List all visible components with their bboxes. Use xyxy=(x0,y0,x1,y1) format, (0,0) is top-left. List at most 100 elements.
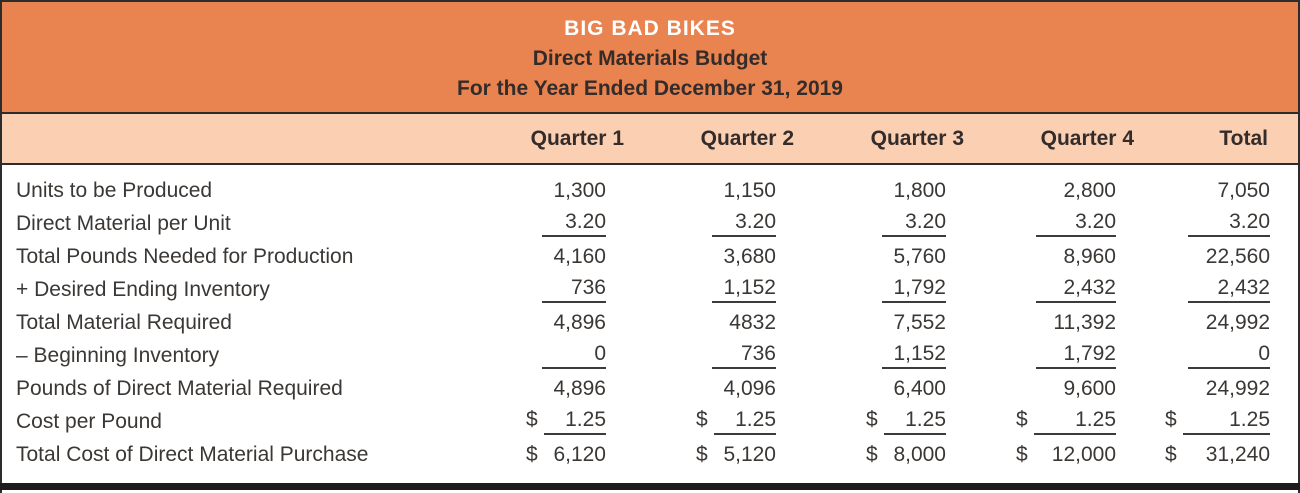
currency-symbol: $ xyxy=(866,442,878,466)
cell-quarter-3: 1,152 xyxy=(800,339,970,372)
currency-symbol: $ xyxy=(1016,408,1028,431)
cell-value: 1,150 xyxy=(723,178,776,202)
table-row: Units to be Produced 1,300 1,150 1,800 2… xyxy=(2,164,1298,207)
cell-value: 31,240 xyxy=(1205,442,1270,466)
cell-value: 8,960 xyxy=(1063,244,1116,268)
cell-value: 3.20 xyxy=(1036,210,1116,237)
cell-quarter-2: 4,096 xyxy=(630,372,800,405)
row-label: + Desired Ending Inventory xyxy=(16,277,270,301)
cell-quarter-4: 3.20 xyxy=(970,207,1140,240)
row-label: Direct Material per Unit xyxy=(16,211,231,235)
cell-value: 5,120 xyxy=(723,442,776,466)
cell-value: 24,992 xyxy=(1205,310,1270,334)
currency-symbol: $ xyxy=(526,408,538,431)
cell-value: 2,432 xyxy=(1188,276,1270,303)
cell-value: 0 xyxy=(542,342,606,369)
cell-total: 24,992 xyxy=(1140,372,1298,405)
cell-value: 1,152 xyxy=(712,276,776,303)
cell-quarter-4: 1,792 xyxy=(970,339,1140,372)
column-header-spacer xyxy=(2,114,458,165)
cell-value: 3.20 xyxy=(882,210,946,237)
row-label: Total Material Required xyxy=(16,310,232,334)
column-header-row: Quarter 1 Quarter 2 Quarter 3 Quarter 4 … xyxy=(2,114,1298,165)
cell-quarter-4: 2,800 xyxy=(970,164,1140,207)
cell-quarter-1: $1.25 xyxy=(458,405,630,438)
table-row: Total Material Required 4,896 4832 7,552… xyxy=(2,306,1298,339)
cell-value: 1.25 xyxy=(713,408,776,435)
cell-value: 11,392 xyxy=(1053,310,1116,334)
column-header-quarter-3: Quarter 3 xyxy=(800,114,970,165)
cell-quarter-1: 736 xyxy=(458,273,630,306)
cell-quarter-2: 3.20 xyxy=(630,207,800,240)
cell-value: 12,000 xyxy=(1051,442,1116,466)
cell-value: 3,680 xyxy=(723,244,776,268)
cell-total: 22,560 xyxy=(1140,240,1298,273)
cell-quarter-1: 3.20 xyxy=(458,207,630,240)
cell-value: 2,800 xyxy=(1063,178,1116,202)
table-row: + Desired Ending Inventory 736 1,152 1,7… xyxy=(2,273,1298,306)
table-body: Units to be Produced 1,300 1,150 1,800 2… xyxy=(2,164,1298,471)
cell-value: 1.25 xyxy=(1033,408,1116,435)
cell-total: 0 xyxy=(1140,339,1298,372)
cell-value: 3.20 xyxy=(542,210,606,237)
cell-value: 4,896 xyxy=(553,310,606,334)
cell-quarter-4: $12,000 xyxy=(970,438,1140,471)
cell-quarter-4: 2,432 xyxy=(970,273,1140,306)
table-row: Total Cost of Direct Material Purchase $… xyxy=(2,438,1298,471)
cell-value: 7,050 xyxy=(1217,178,1270,202)
cell-total: 24,992 xyxy=(1140,306,1298,339)
row-label: Total Cost of Direct Material Purchase xyxy=(16,442,369,466)
column-header-total: Total xyxy=(1140,114,1298,165)
cell-value: 2,432 xyxy=(1036,276,1116,303)
cell-quarter-2: 1,150 xyxy=(630,164,800,207)
table-row: Total Pounds Needed for Production 4,160… xyxy=(2,240,1298,273)
cell-quarter-4: 11,392 xyxy=(970,306,1140,339)
currency-symbol: $ xyxy=(1165,442,1177,466)
currency-symbol: $ xyxy=(1165,408,1177,431)
currency-symbol: $ xyxy=(1016,442,1028,466)
cell-value: 1.25 xyxy=(1182,408,1270,435)
cell-value: 736 xyxy=(712,342,776,369)
row-label: – Beginning Inventory xyxy=(16,343,220,367)
cell-quarter-3: $1.25 xyxy=(800,405,970,438)
cell-quarter-3: 7,552 xyxy=(800,306,970,339)
column-header-quarter-4: Quarter 4 xyxy=(970,114,1140,165)
cell-value: 4,160 xyxy=(553,244,606,268)
currency-symbol: $ xyxy=(696,442,708,466)
cell-value: 1,792 xyxy=(882,276,946,303)
cell-quarter-3: 3.20 xyxy=(800,207,970,240)
cell-value: 3.20 xyxy=(712,210,776,237)
cell-value: 0 xyxy=(1188,342,1270,369)
table-row: – Beginning Inventory 0 736 1,152 1,792 … xyxy=(2,339,1298,372)
cell-value: 22,560 xyxy=(1205,244,1270,268)
cell-total: $1.25 xyxy=(1140,405,1298,438)
cell-quarter-1: 1,300 xyxy=(458,164,630,207)
cell-quarter-2: $5,120 xyxy=(630,438,800,471)
column-header-quarter-2: Quarter 2 xyxy=(630,114,800,165)
cell-value: 1,152 xyxy=(882,342,946,369)
cell-value: 9,600 xyxy=(1063,376,1116,400)
cell-quarter-3: 5,760 xyxy=(800,240,970,273)
bottom-rule xyxy=(0,483,1300,490)
cell-quarter-2: 1,152 xyxy=(630,273,800,306)
cell-quarter-4: 9,600 xyxy=(970,372,1140,405)
cell-quarter-1: 4,160 xyxy=(458,240,630,273)
cell-quarter-1: $6,120 xyxy=(458,438,630,471)
cell-value: 8,000 xyxy=(893,442,946,466)
cell-quarter-4: 8,960 xyxy=(970,240,1140,273)
cell-value: 1,300 xyxy=(553,178,606,202)
cell-quarter-3: 1,792 xyxy=(800,273,970,306)
table-row: Cost per Pound $1.25 $1.25 $1.25 $1.25 $… xyxy=(2,405,1298,438)
table-row: Pounds of Direct Material Required 4,896… xyxy=(2,372,1298,405)
cell-quarter-4: $1.25 xyxy=(970,405,1140,438)
cell-value: 1,800 xyxy=(893,178,946,202)
cell-quarter-3: $8,000 xyxy=(800,438,970,471)
cell-value: 1,792 xyxy=(1036,342,1116,369)
row-label: Pounds of Direct Material Required xyxy=(16,376,343,400)
cell-total: 7,050 xyxy=(1140,164,1298,207)
cell-value: 4832 xyxy=(729,310,776,334)
row-label: Cost per Pound xyxy=(16,409,162,433)
row-label: Total Pounds Needed for Production xyxy=(16,244,354,268)
cell-quarter-2: 736 xyxy=(630,339,800,372)
